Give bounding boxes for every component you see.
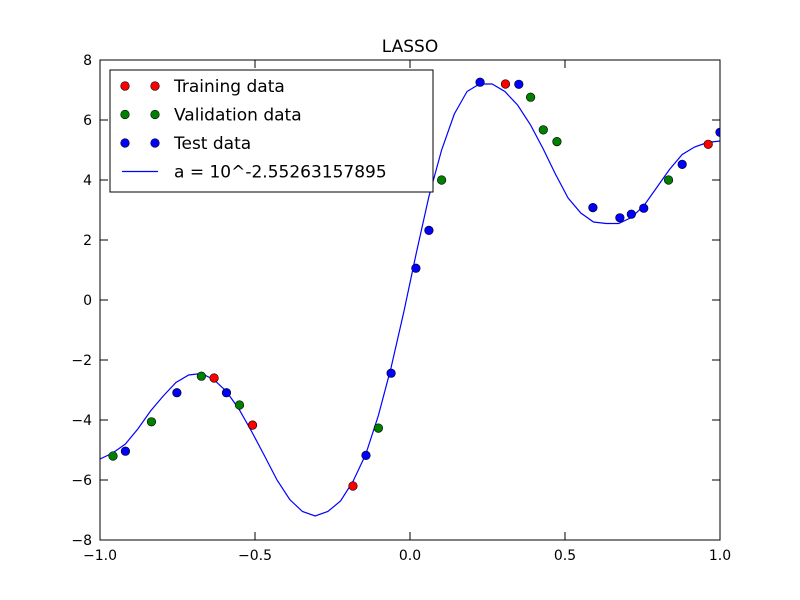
legend-label: Test data: [173, 134, 251, 154]
legend-label: a = 10^-2.55263157895: [174, 163, 387, 183]
data-point: [703, 139, 713, 149]
data-point: [221, 388, 232, 398]
legend-label: Training data: [173, 77, 285, 97]
data-point: [715, 127, 720, 137]
data-point: [437, 175, 447, 185]
data-point: [475, 77, 485, 87]
data-point: [500, 79, 511, 89]
axis-ticks: −1.0 −0.5 0.0 0.5 1.0 −8 −6 −4 −2 0 2 4 6 8: [71, 53, 731, 564]
x-tick-label: 0.0: [399, 548, 421, 564]
data-point: [234, 400, 245, 410]
data-point: [348, 481, 358, 491]
data-point: [677, 159, 687, 169]
data-point: [639, 203, 649, 213]
x-tick-label: −0.5: [238, 548, 272, 564]
data-point: [247, 420, 258, 430]
y-tick-label: 0: [83, 293, 92, 309]
data-point: [146, 417, 157, 427]
data-point: [108, 451, 118, 461]
y-tick-label: 6: [83, 113, 92, 129]
data-point: [196, 371, 206, 381]
y-tick-label: 4: [83, 173, 92, 189]
data-point: [514, 79, 524, 89]
data-point: [588, 203, 598, 213]
legend-marker: [150, 138, 160, 148]
y-tick-label: 2: [83, 233, 92, 249]
data-point: [615, 213, 625, 223]
chart-title: LASSO: [382, 37, 438, 57]
data-point: [120, 446, 131, 456]
y-tick-label: −8: [71, 533, 92, 549]
data-point: [538, 125, 548, 135]
legend-marker: [120, 138, 130, 148]
data-point: [525, 92, 536, 102]
data-point: [626, 209, 636, 219]
legend-marker: [150, 81, 160, 91]
data-point: [411, 263, 421, 273]
plot-area: [100, 77, 720, 517]
x-tick-label: −1.0: [83, 548, 117, 564]
legend-marker: [120, 109, 130, 120]
y-tick-label: 8: [83, 53, 92, 69]
legend-marker: [150, 109, 160, 120]
x-tick-label: 1.0: [709, 548, 731, 564]
y-tick-label: −6: [71, 473, 92, 489]
data-point: [663, 175, 674, 185]
legend-marker: [120, 81, 130, 91]
data-point: [552, 137, 562, 147]
legend-box: [109, 69, 434, 193]
legend: Training data Validation data Test data a =…: [109, 69, 434, 193]
y-tick-label: −4: [71, 413, 92, 429]
legend-label: Validation data: [174, 106, 302, 126]
x-tick-label: 0.5: [554, 548, 576, 564]
data-point: [172, 388, 182, 398]
data-point: [424, 225, 434, 235]
data-point: [373, 423, 383, 433]
data-point: [386, 368, 396, 378]
data-point: [361, 450, 371, 461]
y-tick-label: −2: [71, 353, 92, 369]
data-point: [209, 373, 219, 383]
